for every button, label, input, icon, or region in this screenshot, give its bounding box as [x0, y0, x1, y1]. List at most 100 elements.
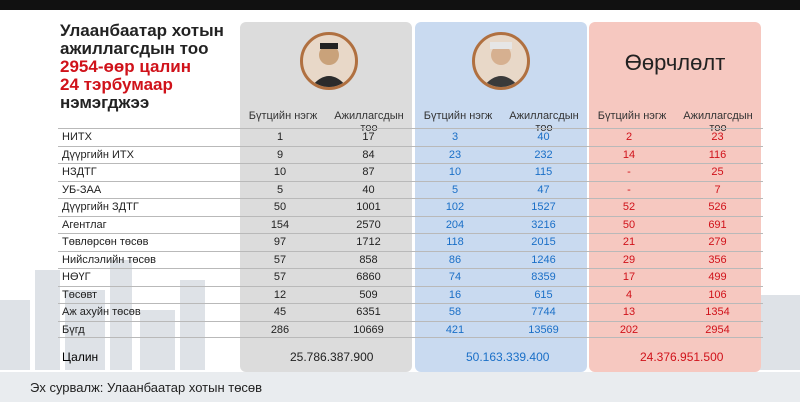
cell-units-1: 45 — [273, 306, 287, 318]
table-row: Төсөвт 12 509 16 615 4 106 — [58, 285, 763, 304]
cell-employees-1: 2570 — [356, 218, 381, 231]
source-note: Эх сурвалж: Улаанбаатар хотын төсөв — [30, 380, 263, 395]
cell-units-2: 58 — [448, 306, 462, 318]
cell-employees-change: 499 — [708, 271, 727, 283]
cell-units-change: 4 — [625, 288, 633, 301]
data-table: НИТХ 1 17 3 40 2 23 Дүүргийн ИТХ 9 84 23… — [58, 128, 763, 338]
cell-employees-2: 1246 — [531, 253, 556, 266]
cell-employees-2: 2015 — [531, 236, 556, 248]
column-header-units-2: Бүтцийн нэгж — [423, 110, 493, 122]
cell-units-change: 202 — [619, 323, 639, 336]
salary-value-change: 24.376.951.500 — [640, 350, 724, 364]
cell-units-2: 102 — [445, 201, 465, 213]
cell-units-2: 204 — [445, 218, 465, 231]
row-label: Дүүргийн ЗДТГ — [62, 201, 139, 213]
cell-employees-change: 25 — [711, 166, 724, 178]
table-row: Нийслэлийн төсөв 57 858 86 1246 29 356 — [58, 250, 763, 269]
cell-employees-2: 47 — [537, 183, 550, 196]
cell-units-2: 86 — [448, 253, 462, 266]
cell-units-change: 14 — [622, 148, 636, 161]
cell-employees-1: 17 — [362, 131, 375, 143]
cell-employees-1: 1712 — [356, 236, 381, 248]
salary-label: Цалин — [62, 350, 99, 364]
headline-highlight: 24 тэрбумаар — [60, 75, 173, 94]
cell-employees-1: 509 — [359, 288, 378, 301]
cell-units-change: 17 — [622, 271, 636, 283]
salary-value-2: 50.163.339.400 — [466, 350, 550, 364]
source-band — [0, 372, 800, 402]
row-label: Агентлаг — [62, 218, 107, 231]
change-column-title: Өөрчлөлт — [624, 50, 726, 75]
cell-units-2: 23 — [448, 148, 462, 161]
row-label: НӨҮГ — [62, 271, 91, 283]
cell-units-1: 1 — [276, 131, 284, 143]
cell-employees-1: 6351 — [356, 306, 381, 318]
cell-units-change: - — [627, 183, 631, 196]
table-row: НИТХ 1 17 3 40 2 23 — [58, 128, 763, 146]
cell-employees-change: 356 — [708, 253, 727, 266]
cell-employees-1: 84 — [362, 148, 375, 161]
cell-units-1: 154 — [270, 218, 290, 231]
cell-employees-change: 106 — [708, 288, 727, 301]
salary-value-1: 25.786.387.900 — [290, 350, 374, 364]
cell-employees-change: 691 — [708, 218, 727, 231]
row-label: НЗДТГ — [62, 166, 97, 178]
cell-units-2: 118 — [446, 236, 464, 248]
cell-units-1: 12 — [273, 288, 287, 301]
cell-employees-1: 40 — [362, 183, 375, 196]
row-label: Төсөвт — [62, 288, 98, 301]
cell-units-2: 74 — [448, 271, 462, 283]
row-label: Төвлөрсөн төсөв — [62, 236, 149, 248]
cell-units-change: 2 — [625, 131, 633, 143]
cell-units-1: 50 — [273, 201, 287, 213]
row-label: Нийслэлийн төсөв — [62, 253, 156, 266]
row-label: Дүүргийн ИТХ — [62, 148, 134, 161]
table-row: Дүүргийн ЗДТГ 50 1001 102 1527 52 526 — [58, 198, 763, 216]
cell-employees-1: 1001 — [356, 201, 381, 213]
cell-employees-2: 615 — [534, 288, 553, 301]
table-row: Агентлаг 154 2570 204 3216 50 691 — [58, 215, 763, 234]
cell-employees-change: 279 — [708, 236, 727, 248]
cell-units-1: 286 — [270, 323, 290, 336]
table-row: Төвлөрсөн төсөв 97 1712 118 2015 21 279 — [58, 233, 763, 251]
cell-units-1: 5 — [276, 183, 284, 196]
row-label: УБ-ЗАА — [62, 183, 102, 196]
cell-units-2: 3 — [451, 131, 459, 143]
cell-units-change: 13 — [622, 306, 636, 318]
cell-units-1: 57 — [273, 253, 287, 266]
cell-employees-1: 6860 — [356, 271, 381, 283]
cell-units-2: 5 — [451, 183, 459, 196]
cell-units-1: 10 — [273, 166, 287, 178]
salary-row: Цалин 25.786.387.900 50.163.339.400 24.3… — [58, 346, 763, 368]
cell-employees-2: 3216 — [531, 218, 556, 231]
column-header-units-change: Бүтцийн нэгж — [597, 110, 667, 122]
cell-units-1: 97 — [273, 236, 287, 248]
row-label: НИТХ — [62, 131, 92, 143]
headline-highlight: 2954-өөр цалин — [60, 57, 191, 76]
cell-employees-2: 7744 — [531, 306, 556, 318]
cell-units-2: 421 — [445, 323, 465, 336]
cell-units-2: 16 — [448, 288, 462, 301]
cell-units-change: 50 — [622, 218, 636, 231]
table-row: НЗДТГ 10 87 10 115 - 25 — [58, 163, 763, 181]
cell-employees-2: 8359 — [531, 271, 556, 283]
cell-employees-change: 116 — [708, 148, 727, 161]
headline-line: ажиллагсдын тоо — [60, 39, 209, 58]
cell-employees-2: 1527 — [531, 201, 556, 213]
cell-employees-1: 87 — [362, 166, 375, 178]
cell-employees-change: 23 — [711, 131, 724, 143]
cell-employees-2: 232 — [534, 148, 553, 161]
cell-units-change: 29 — [622, 253, 636, 266]
top-bar — [0, 0, 800, 10]
cell-employees-1: 10669 — [353, 323, 384, 336]
cell-units-change: - — [627, 166, 631, 178]
headline-line: нэмэгджээ — [60, 93, 150, 112]
cell-employees-2: 13569 — [528, 323, 559, 336]
cell-employees-change: 526 — [708, 201, 727, 213]
table-row-total: Бүгд 286 10669 421 13569 202 2954 — [58, 320, 763, 338]
portrait-mayor-2 — [472, 32, 530, 90]
table-row: НӨҮГ 57 6860 74 8359 17 499 — [58, 268, 763, 286]
table-row: УБ-ЗАА 5 40 5 47 - 7 — [58, 180, 763, 199]
panel-change — [589, 22, 761, 372]
table-row: Дүүргийн ИТХ 9 84 23 232 14 116 — [58, 145, 763, 164]
